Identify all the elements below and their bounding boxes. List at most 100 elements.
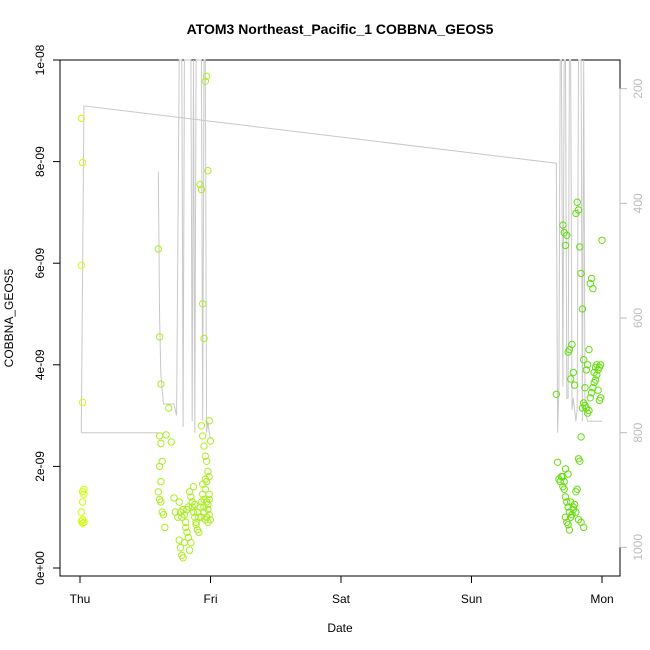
x-tick-label: Thu: [70, 592, 91, 606]
data-point: [573, 198, 581, 206]
data-point: [577, 433, 585, 441]
data-point: [183, 528, 191, 537]
data-point: [574, 516, 583, 524]
data-point: [80, 490, 88, 498]
data-point: [188, 498, 196, 506]
data-point: [597, 361, 605, 369]
data-point: [155, 333, 164, 341]
data-point: [199, 432, 207, 440]
data-point: [77, 508, 86, 516]
data-point: [165, 404, 173, 412]
data-point: [587, 274, 596, 283]
x-tick-label: Mon: [590, 592, 613, 606]
data-point: [191, 513, 199, 521]
data-point: [586, 394, 594, 402]
y-tick-label: 1e-08: [33, 44, 47, 75]
data-point: [560, 485, 568, 493]
data-point: [559, 472, 567, 481]
data-point: [200, 442, 208, 450]
y-tick-label: 0e+00: [33, 551, 47, 585]
data-point: [182, 518, 190, 526]
data-point: [559, 221, 567, 229]
data-point: [204, 500, 212, 509]
data-point: [206, 437, 215, 445]
data-point: [561, 513, 570, 521]
pressure-line: [157, 59, 211, 439]
right-tick-label: 200: [631, 78, 645, 98]
data-point: [167, 438, 176, 446]
data-point: [569, 505, 577, 514]
x-tick-label: Fri: [204, 592, 218, 606]
data-point: [154, 245, 163, 253]
right-tick-label: 1000: [631, 534, 645, 561]
data-point: [570, 381, 579, 389]
data-point: [176, 508, 185, 516]
data-point: [578, 305, 587, 313]
data-point: [78, 519, 87, 527]
data-point: [157, 498, 165, 506]
data-point: [77, 261, 86, 269]
data-point: [195, 513, 203, 521]
right-tick-label: 800: [631, 422, 645, 442]
data-point: [587, 389, 596, 397]
data-point: [589, 284, 597, 293]
data-point: [582, 366, 590, 374]
data-point: [176, 544, 185, 552]
data-point: [581, 384, 589, 392]
data-point: [583, 361, 592, 369]
data-point: [201, 77, 210, 86]
y-axis: 0e+00 2e-09 4e-09 6e-09 8e-09 1e-08: [33, 44, 61, 585]
data-point: [573, 485, 581, 493]
data-point: [78, 498, 87, 506]
data-point: [577, 269, 585, 278]
data-point: [200, 503, 208, 511]
data-point: [205, 417, 213, 425]
data-point: [598, 236, 606, 245]
data-point: [568, 511, 576, 519]
data-point: [162, 431, 170, 439]
data-points: [77, 72, 606, 562]
data-point: [204, 518, 212, 526]
data-point: [561, 241, 570, 250]
y-tick-label: 6e-09: [33, 248, 47, 279]
data-point: [202, 72, 211, 81]
data-point: [178, 513, 186, 521]
data-point: [155, 462, 164, 471]
data-point: [179, 554, 187, 562]
data-point: [565, 526, 574, 534]
data-point: [180, 511, 189, 519]
data-point: [574, 206, 583, 214]
data-point: [590, 368, 598, 377]
x-axis: Thu Fri Sat Sun Mon: [70, 575, 614, 606]
data-point: [580, 356, 588, 364]
y-tick-label: 8e-09: [33, 146, 47, 177]
data-point: [578, 404, 587, 412]
data-point: [189, 508, 198, 516]
data-point: [78, 158, 87, 167]
data-point: [197, 185, 206, 194]
data-point: [188, 503, 196, 511]
data-point: [561, 493, 570, 501]
data-point: [572, 508, 580, 516]
data-point: [591, 376, 600, 384]
data-point: [193, 526, 202, 534]
data-point: [585, 406, 593, 415]
data-point: [189, 483, 198, 491]
x-tick-label: Sat: [332, 592, 351, 606]
data-point: [157, 439, 165, 448]
data-point: [576, 457, 584, 465]
y-tick-label: 2e-09: [33, 451, 47, 482]
y-axis-label: COBBNA_GEOS5: [2, 268, 16, 367]
data-point: [175, 498, 183, 506]
data-point: [201, 475, 210, 483]
data-point: [77, 517, 86, 525]
x-axis-label: Date: [327, 621, 353, 635]
data-point: [580, 523, 588, 532]
data-point: [560, 477, 568, 486]
data-point: [568, 340, 576, 349]
right-axis: 200 400 600 800 1000: [619, 78, 645, 561]
data-point: [196, 503, 204, 511]
data-point: [204, 167, 212, 175]
chart-title: ATOM3 Northeast_Pacific_1 COBBNA_GEOS5: [187, 21, 494, 37]
